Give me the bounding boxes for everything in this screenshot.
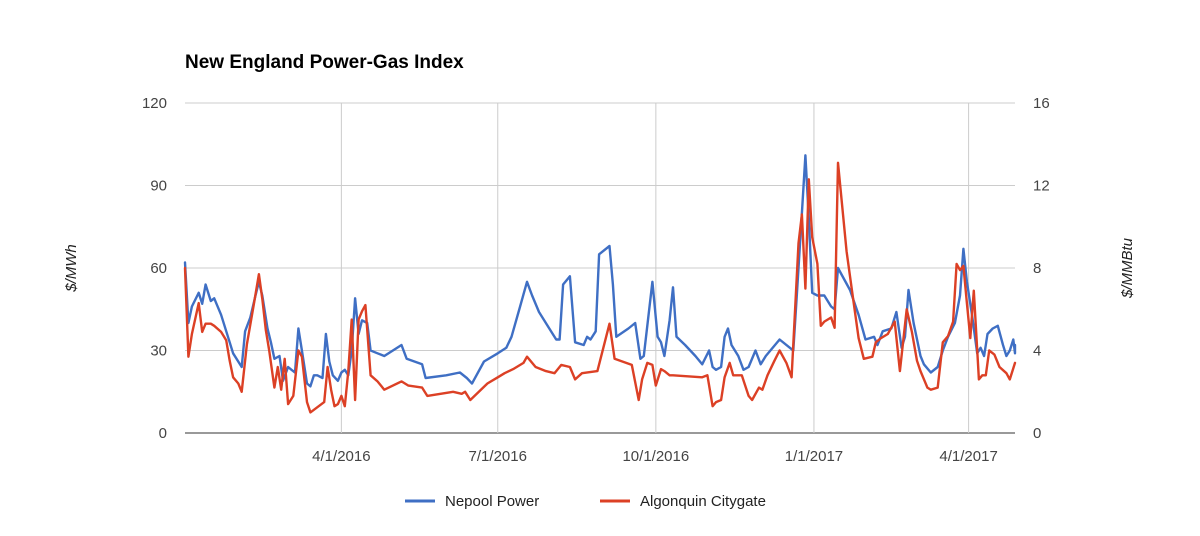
left-axis-ticks: 0 30 60 90 120 <box>142 95 167 442</box>
left-tick-label: 0 <box>159 425 167 442</box>
x-tick-label: 1/1/2017 <box>785 448 843 465</box>
series-line-algonquin-citygate <box>183 161 1017 414</box>
x-tick-label: 4/1/2017 <box>939 448 997 465</box>
right-tick-label: 0 <box>1033 425 1041 442</box>
left-tick-label: 30 <box>150 343 167 360</box>
legend: Nepool Power Algonquin Citygate <box>405 493 766 510</box>
right-tick-label: 12 <box>1033 178 1050 195</box>
left-tick-label: 90 <box>150 178 167 195</box>
x-tick-label: 7/1/2016 <box>469 448 527 465</box>
right-axis-ticks: 0 4 8 12 16 <box>1033 95 1050 442</box>
series-layer <box>183 154 1017 414</box>
right-axis-title: $/MMBtu <box>1119 237 1136 299</box>
left-axis-title: $/MWh <box>63 244 80 293</box>
x-tick-label: 10/1/2016 <box>622 448 689 465</box>
right-tick-label: 4 <box>1033 343 1041 360</box>
right-tick-label: 8 <box>1033 260 1041 277</box>
x-axis-ticks: 4/1/2016 7/1/2016 10/1/2016 1/1/2017 4/1/201… <box>312 448 998 465</box>
legend-label-algonquin-citygate: Algonquin Citygate <box>640 493 766 510</box>
gridlines <box>185 102 1015 434</box>
left-tick-label: 120 <box>142 95 167 112</box>
left-tick-label: 60 <box>150 260 167 277</box>
legend-label-nepool-power: Nepool Power <box>445 493 539 510</box>
series-line-nepool-power <box>183 154 1017 388</box>
x-tick-label: 4/1/2016 <box>312 448 370 465</box>
right-tick-label: 16 <box>1033 95 1050 112</box>
chart-title: New England Power-Gas Index <box>185 52 464 73</box>
